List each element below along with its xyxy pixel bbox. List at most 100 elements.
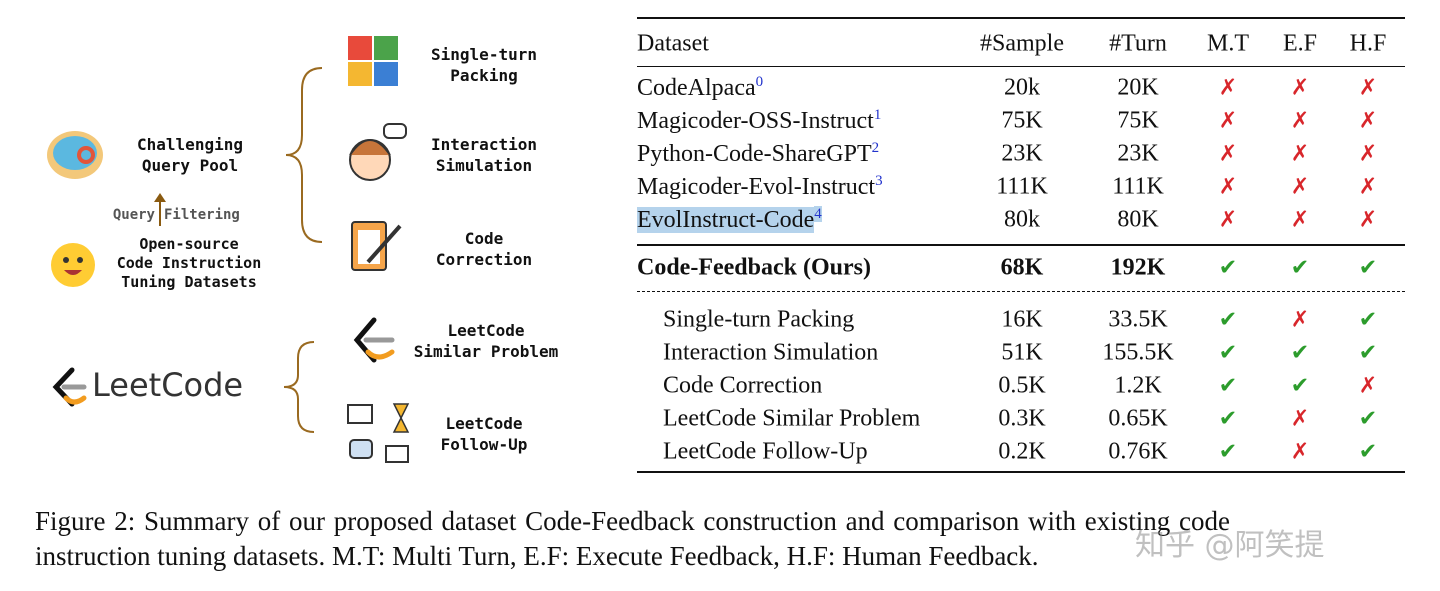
table-cell: ✗ [1218, 108, 1238, 134]
caption-line: Figure 2: Summary of our proposed datase… [35, 506, 1230, 536]
name-text: Magicoder-OSS-Instruct [637, 108, 874, 134]
table-cell: ✔ [1290, 373, 1310, 399]
table-cell: ✗ [1218, 141, 1238, 167]
puzzle-icon [348, 36, 398, 86]
table-cell: 51K [1001, 339, 1043, 366]
table-cell: 75K [1001, 107, 1043, 134]
dataset-name: Python-Code-ShareGPT2 [637, 140, 879, 168]
table-cell: 80k [1004, 206, 1040, 233]
label-line: Tuning Datasets [121, 273, 257, 291]
leetcode-logo [52, 367, 87, 407]
label-line: Code Instruction [116, 254, 262, 272]
table-cell: ✗ [1358, 207, 1378, 233]
footnote-ref: 2 [871, 140, 880, 156]
table-cell: 23K [1001, 140, 1043, 167]
label-line: Code [464, 229, 504, 248]
dataset-name: EvolInstruct-Code4 [637, 206, 822, 234]
table-cell: 75K [1117, 107, 1159, 134]
open-source-label: Open-source Code Instruction Tuning Datase… [98, 235, 280, 292]
filter-label: Query [112, 207, 155, 223]
leetcode-logo-text: LeetCode [92, 366, 244, 404]
footnote-ref: 1 [873, 107, 882, 123]
table-cell: 155.5K [1102, 339, 1174, 366]
label-line: LeetCode [445, 414, 523, 433]
label-line: Challenging [137, 135, 243, 154]
table-cell: 0.76K [1108, 438, 1168, 465]
table-cell: 23K [1117, 140, 1159, 167]
table-cell: ✗ [1290, 439, 1310, 465]
table-cell: ✔ [1290, 255, 1310, 281]
table-cell: ✔ [1218, 373, 1238, 399]
name-text: LeetCode Similar Problem [663, 405, 921, 432]
header-cell: M.T [1207, 30, 1249, 57]
brace [285, 67, 323, 243]
table-cell: ✔ [1290, 340, 1310, 366]
name-text: Code-Feedback (Ours) [637, 254, 871, 281]
table-rule [637, 471, 1405, 473]
label-line: Interaction [431, 135, 537, 154]
table-cell: ✔ [1358, 307, 1378, 333]
table-cell: ✗ [1218, 174, 1238, 200]
dataset-name: Magicoder-Evol-Instruct3 [637, 173, 883, 201]
label-line: Simulation [435, 156, 533, 175]
name-text: EvolInstruct-Code [637, 207, 815, 233]
dataset-name: CodeAlpaca0 [637, 74, 763, 102]
table-cell: ✔ [1358, 439, 1378, 465]
label-line: Correction [435, 250, 533, 269]
name-text: Python-Code-ShareGPT [637, 141, 872, 167]
table-cell: ✗ [1358, 75, 1378, 101]
table-cell: 192K [1110, 254, 1166, 281]
table-cell: 0.2K [998, 438, 1046, 465]
table-cell: ✔ [1218, 406, 1238, 432]
table-cell: 80K [1117, 206, 1159, 233]
table-cell: 20k [1004, 74, 1040, 101]
query-pool-label: Challenging Query Pool [105, 134, 275, 176]
name-text: Code Correction [663, 372, 823, 399]
robot-icon [347, 403, 410, 463]
dataset-name: Code Correction [663, 373, 822, 400]
name-text: Magicoder-Evol-Instruct [637, 174, 876, 200]
table-cell: ✔ [1358, 406, 1378, 432]
table-cell: 1.2K [1114, 372, 1162, 399]
label-line: Follow-Up [440, 435, 528, 454]
table-cell: ✔ [1358, 340, 1378, 366]
table-rule [637, 17, 1405, 19]
table-cell: ✗ [1358, 108, 1378, 134]
table-cell: 68K [1000, 254, 1044, 281]
header-cell: H.F [1349, 30, 1387, 57]
table-cell: 111K [996, 173, 1048, 200]
diagram-art [47, 36, 410, 463]
table-rule [637, 291, 1405, 292]
hug-icon [51, 243, 95, 287]
table-cell: ✔ [1218, 255, 1238, 281]
table-rule [637, 244, 1405, 246]
table-cell: 0.65K [1108, 405, 1168, 432]
leetcode-icon [353, 317, 395, 363]
header-cell: #Turn [1109, 30, 1167, 57]
dataset-name: Code-Feedback (Ours) [637, 255, 871, 282]
name-text: LeetCode Follow-Up [663, 438, 868, 465]
single-turn-label: Single-turn Packing [400, 44, 568, 86]
label-line: Similar Problem [413, 342, 559, 361]
watermark: 知乎 @阿笑提 [1135, 528, 1325, 563]
table-cell: ✗ [1290, 307, 1310, 333]
follow-up-label: LeetCode Follow-Up [400, 413, 568, 455]
label-line: LeetCode [447, 321, 525, 340]
arrow-head [154, 193, 166, 202]
header-cell: #Sample [980, 30, 1064, 57]
caption-line: instruction tuning datasets. M.T: Multi … [35, 541, 1039, 571]
table-cell: ✗ [1358, 141, 1378, 167]
brace [283, 341, 315, 433]
table-cell: ✗ [1358, 373, 1378, 399]
table-cell: 16K [1001, 306, 1043, 333]
dataset-name: Interaction Simulation [663, 340, 878, 367]
label-line: Open-source [139, 235, 239, 253]
table-cell: 0.3K [998, 405, 1046, 432]
clipboard-icon [351, 221, 402, 271]
interaction-label: Interaction Simulation [400, 134, 568, 176]
table-cell: ✗ [1218, 75, 1238, 101]
header-cell: Dataset [637, 30, 709, 57]
pool-icon [47, 131, 103, 179]
footnote-ref: 4 [814, 206, 822, 222]
header-cell: E.F [1282, 30, 1318, 57]
